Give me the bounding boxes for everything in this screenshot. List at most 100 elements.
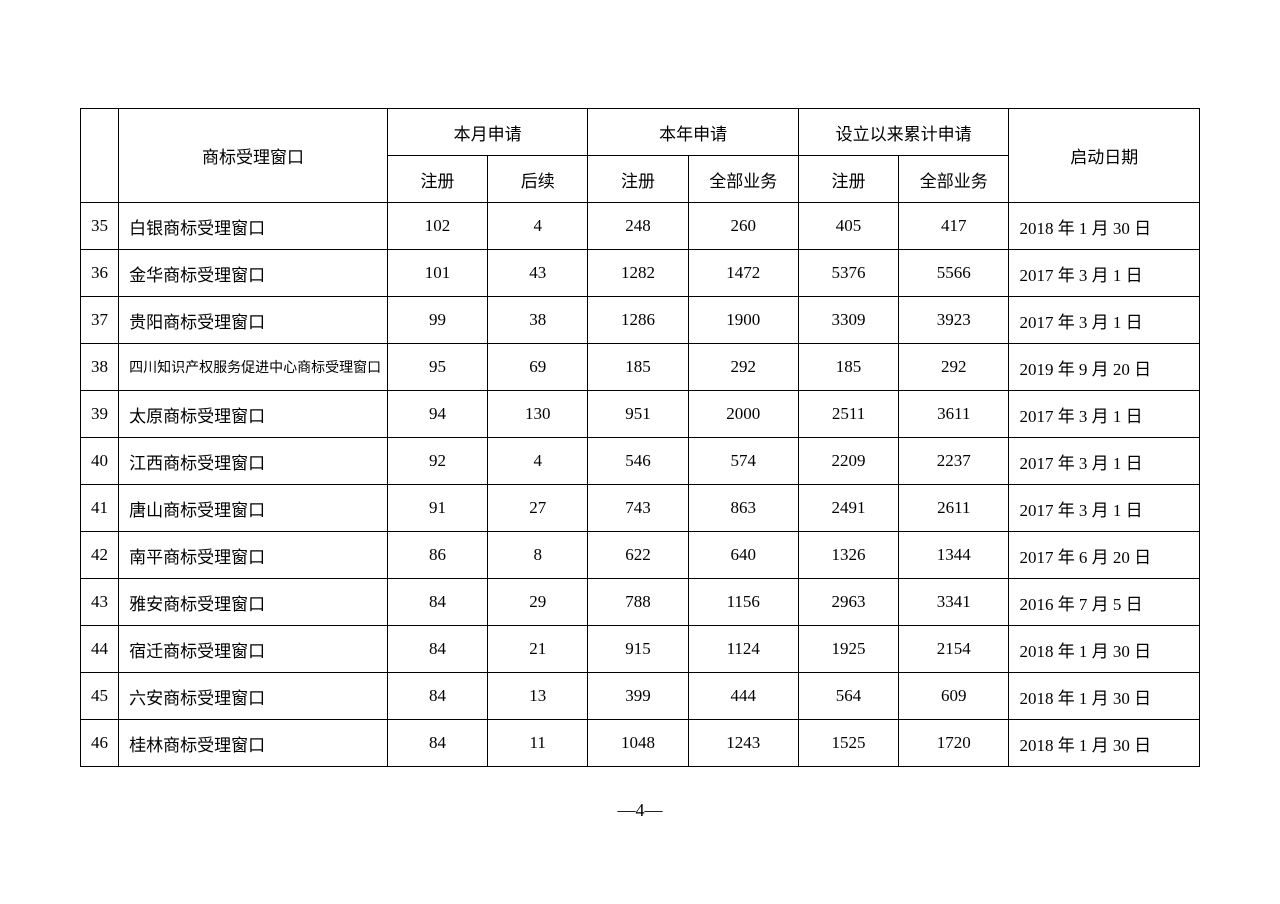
cell-total-all: 3923 xyxy=(899,297,1009,344)
cell-date: 2017 年 3 月 1 日 xyxy=(1009,485,1200,532)
table-row: 44宿迁商标受理窗口84219151124192521542018 年 1 月 … xyxy=(81,626,1200,673)
cell-idx: 36 xyxy=(81,250,119,297)
cell-date: 2017 年 3 月 1 日 xyxy=(1009,297,1200,344)
cell-year-reg: 399 xyxy=(588,673,688,720)
cell-month-reg: 84 xyxy=(387,673,487,720)
cell-total-reg: 1326 xyxy=(798,532,898,579)
cell-year-all: 1472 xyxy=(688,250,798,297)
cell-year-reg: 743 xyxy=(588,485,688,532)
cell-date: 2017 年 3 月 1 日 xyxy=(1009,250,1200,297)
cell-month-reg: 84 xyxy=(387,626,487,673)
cell-idx: 42 xyxy=(81,532,119,579)
trademark-table: 商标受理窗口 本月申请 本年申请 设立以来累计申请 启动日期 注册 后续 注册 … xyxy=(80,108,1200,767)
cell-year-all: 292 xyxy=(688,344,798,391)
cell-date: 2019 年 9 月 20 日 xyxy=(1009,344,1200,391)
table-row: 41唐山商标受理窗口9127743863249126112017 年 3 月 1… xyxy=(81,485,1200,532)
cell-month-follow: 43 xyxy=(488,250,588,297)
table-row: 40江西商标受理窗口924546574220922372017 年 3 月 1 … xyxy=(81,438,1200,485)
cell-month-follow: 29 xyxy=(488,579,588,626)
header-year-reg: 注册 xyxy=(588,156,688,203)
cell-month-follow: 4 xyxy=(488,438,588,485)
cell-month-reg: 91 xyxy=(387,485,487,532)
cell-idx: 44 xyxy=(81,626,119,673)
table-row: 46桂林商标受理窗口841110481243152517202018 年 1 月… xyxy=(81,720,1200,767)
table-row: 38四川知识产权服务促进中心商标受理窗口95691852921852922019… xyxy=(81,344,1200,391)
cell-total-reg: 3309 xyxy=(798,297,898,344)
cell-month-follow: 21 xyxy=(488,626,588,673)
cell-total-reg: 405 xyxy=(798,203,898,250)
cell-total-reg: 2511 xyxy=(798,391,898,438)
table-row: 35白银商标受理窗口10242482604054172018 年 1 月 30 … xyxy=(81,203,1200,250)
cell-total-all: 609 xyxy=(899,673,1009,720)
cell-total-all: 3341 xyxy=(899,579,1009,626)
cell-date: 2018 年 1 月 30 日 xyxy=(1009,203,1200,250)
cell-name: 唐山商标受理窗口 xyxy=(119,485,388,532)
cell-total-reg: 1525 xyxy=(798,720,898,767)
cell-month-follow: 27 xyxy=(488,485,588,532)
cell-name: 四川知识产权服务促进中心商标受理窗口 xyxy=(119,344,388,391)
cell-total-all: 3611 xyxy=(899,391,1009,438)
cell-idx: 38 xyxy=(81,344,119,391)
cell-year-reg: 622 xyxy=(588,532,688,579)
cell-name: 雅安商标受理窗口 xyxy=(119,579,388,626)
cell-idx: 41 xyxy=(81,485,119,532)
cell-name: 白银商标受理窗口 xyxy=(119,203,388,250)
cell-year-all: 863 xyxy=(688,485,798,532)
cell-total-reg: 2963 xyxy=(798,579,898,626)
cell-total-all: 5566 xyxy=(899,250,1009,297)
cell-total-all: 292 xyxy=(899,344,1009,391)
cell-date: 2017 年 3 月 1 日 xyxy=(1009,438,1200,485)
cell-idx: 37 xyxy=(81,297,119,344)
cell-year-reg: 788 xyxy=(588,579,688,626)
cell-name: 金华商标受理窗口 xyxy=(119,250,388,297)
cell-total-reg: 564 xyxy=(798,673,898,720)
cell-month-reg: 94 xyxy=(387,391,487,438)
cell-month-follow: 11 xyxy=(488,720,588,767)
cell-month-follow: 13 xyxy=(488,673,588,720)
cell-total-reg: 5376 xyxy=(798,250,898,297)
table-row: 36金华商标受理窗口1014312821472537655662017 年 3 … xyxy=(81,250,1200,297)
cell-month-reg: 84 xyxy=(387,720,487,767)
cell-date: 2018 年 1 月 30 日 xyxy=(1009,626,1200,673)
cell-date: 2018 年 1 月 30 日 xyxy=(1009,720,1200,767)
cell-month-follow: 130 xyxy=(488,391,588,438)
cell-month-reg: 95 xyxy=(387,344,487,391)
cell-total-reg: 1925 xyxy=(798,626,898,673)
header-year-all: 全部业务 xyxy=(688,156,798,203)
cell-name: 桂林商标受理窗口 xyxy=(119,720,388,767)
cell-year-all: 640 xyxy=(688,532,798,579)
cell-year-all: 1243 xyxy=(688,720,798,767)
cell-year-reg: 185 xyxy=(588,344,688,391)
cell-year-all: 1156 xyxy=(688,579,798,626)
table-row: 42南平商标受理窗口868622640132613442017 年 6 月 20… xyxy=(81,532,1200,579)
header-total-reg: 注册 xyxy=(798,156,898,203)
cell-year-reg: 248 xyxy=(588,203,688,250)
cell-name: 六安商标受理窗口 xyxy=(119,673,388,720)
cell-month-reg: 84 xyxy=(387,579,487,626)
cell-year-all: 1124 xyxy=(688,626,798,673)
cell-year-reg: 546 xyxy=(588,438,688,485)
cell-year-all: 2000 xyxy=(688,391,798,438)
cell-idx: 40 xyxy=(81,438,119,485)
page-number: —4— xyxy=(0,800,1280,821)
cell-total-reg: 185 xyxy=(798,344,898,391)
cell-date: 2018 年 1 月 30 日 xyxy=(1009,673,1200,720)
cell-date: 2016 年 7 月 5 日 xyxy=(1009,579,1200,626)
cell-year-all: 574 xyxy=(688,438,798,485)
cell-month-reg: 101 xyxy=(387,250,487,297)
cell-name: 宿迁商标受理窗口 xyxy=(119,626,388,673)
header-month-group: 本月申请 xyxy=(387,109,588,156)
cell-month-reg: 86 xyxy=(387,532,487,579)
table-row: 43雅安商标受理窗口84297881156296333412016 年 7 月 … xyxy=(81,579,1200,626)
cell-total-all: 2237 xyxy=(899,438,1009,485)
cell-year-reg: 1048 xyxy=(588,720,688,767)
table-header: 商标受理窗口 本月申请 本年申请 设立以来累计申请 启动日期 注册 后续 注册 … xyxy=(81,109,1200,203)
cell-month-follow: 38 xyxy=(488,297,588,344)
cell-year-reg: 1282 xyxy=(588,250,688,297)
cell-year-reg: 951 xyxy=(588,391,688,438)
cell-idx: 43 xyxy=(81,579,119,626)
cell-year-reg: 1286 xyxy=(588,297,688,344)
header-total-all: 全部业务 xyxy=(899,156,1009,203)
cell-name: 南平商标受理窗口 xyxy=(119,532,388,579)
cell-total-all: 1344 xyxy=(899,532,1009,579)
